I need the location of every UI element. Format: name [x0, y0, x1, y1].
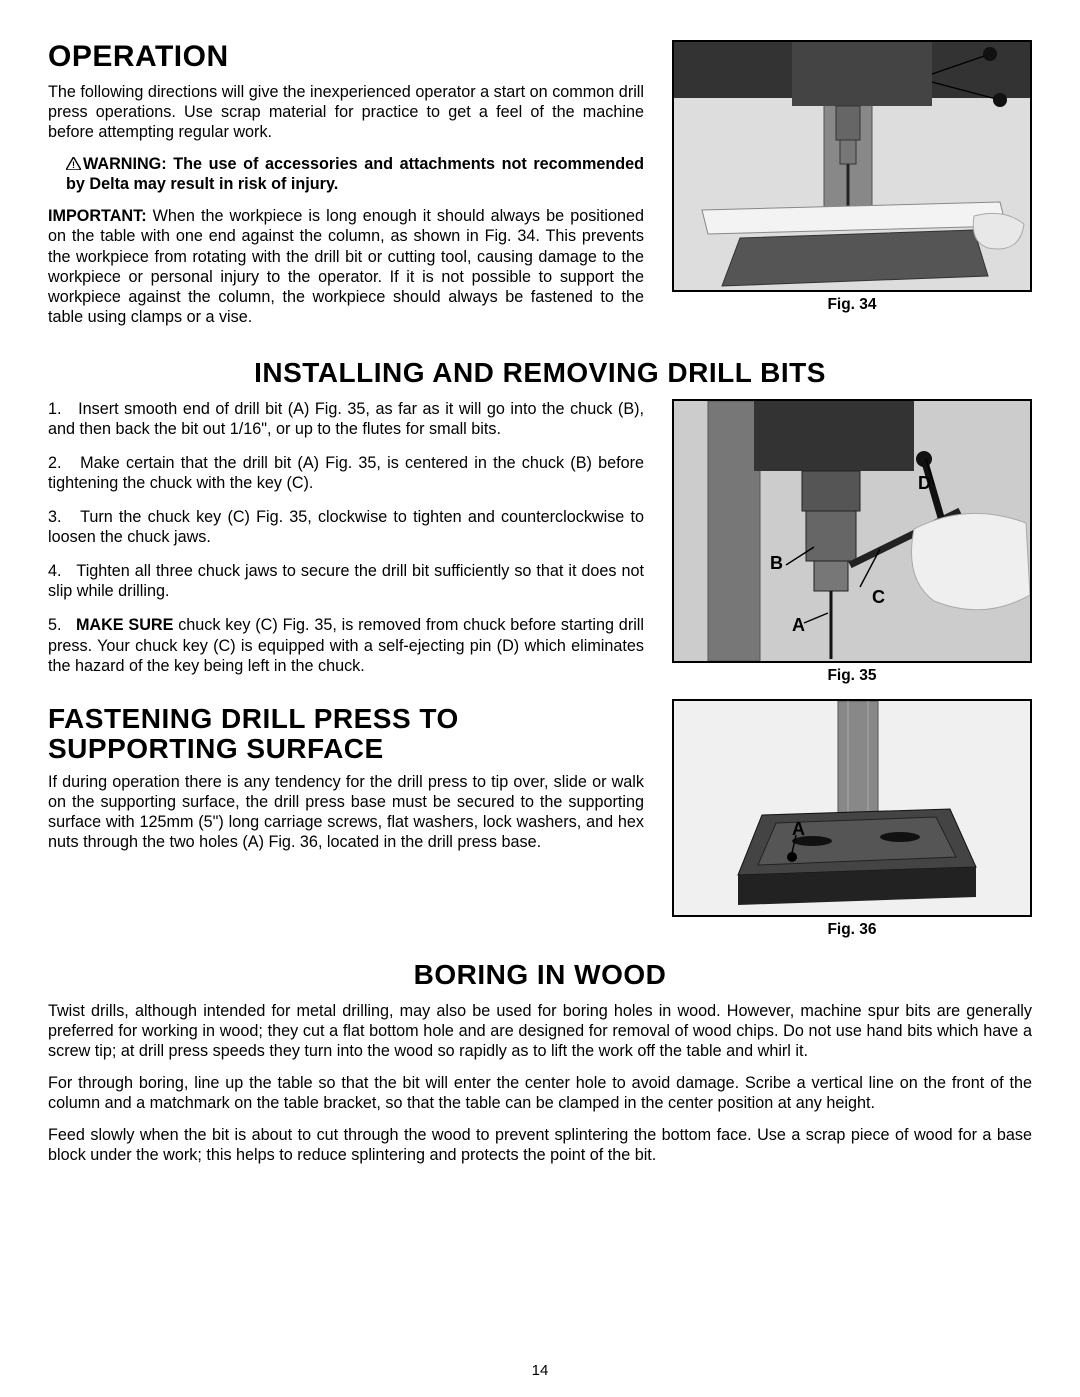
fig36-label-a: A — [792, 819, 805, 840]
fig35-label-a: A — [792, 615, 805, 636]
install-step-3: 3. Turn the chuck key (C) Fig. 35, clock… — [48, 507, 644, 547]
boring-p2: For through boring, line up the table so… — [48, 1073, 1032, 1113]
important-label: IMPORTANT: — [48, 207, 147, 225]
figure-34 — [672, 40, 1032, 292]
fig34-caption: Fig. 34 — [672, 296, 1032, 314]
operation-intro: The following directions will give the i… — [48, 82, 644, 142]
install-step-5: 5. MAKE SURE chuck key (C) Fig. 35, is r… — [48, 615, 644, 675]
page-number: 14 — [532, 1362, 549, 1379]
fig36-caption: Fig. 36 — [672, 921, 1032, 939]
fastening-heading: FASTENING DRILL PRESS TO SUPPORTING SURF… — [48, 704, 644, 764]
boring-p1: Twist drills, although intended for meta… — [48, 1001, 1032, 1061]
boring-p3: Feed slowly when the bit is about to cut… — [48, 1125, 1032, 1165]
operation-important: IMPORTANT: When the workpiece is long en… — [48, 206, 644, 326]
install-step-2: 2. Make certain that the drill bit (A) F… — [48, 453, 644, 493]
fastening-body: If during operation there is any tendenc… — [48, 772, 644, 852]
fig35-label-d: D — [918, 473, 931, 494]
fig35-label-c: C — [872, 587, 885, 608]
install-step-4: 4. Tighten all three chuck jaws to secur… — [48, 561, 644, 601]
operation-warning: ! WARNING: The use of accessories and at… — [66, 154, 644, 194]
install-step-1: 1. Insert smooth end of drill bit (A) Fi… — [48, 399, 644, 439]
operation-heading: OPERATION — [48, 40, 644, 74]
installing-heading: INSTALLING AND REMOVING DRILL BITS — [48, 357, 1032, 389]
figure-35: D B C A — [672, 399, 1032, 663]
fig35-label-b: B — [770, 553, 783, 574]
warning-icon: ! — [66, 157, 81, 170]
figure-36: A — [672, 699, 1032, 917]
svg-text:!: ! — [72, 160, 75, 170]
fig35-caption: Fig. 35 — [672, 667, 1032, 685]
boring-heading: BORING IN WOOD — [48, 959, 1032, 991]
warning-label: WARNING: — [83, 155, 167, 173]
